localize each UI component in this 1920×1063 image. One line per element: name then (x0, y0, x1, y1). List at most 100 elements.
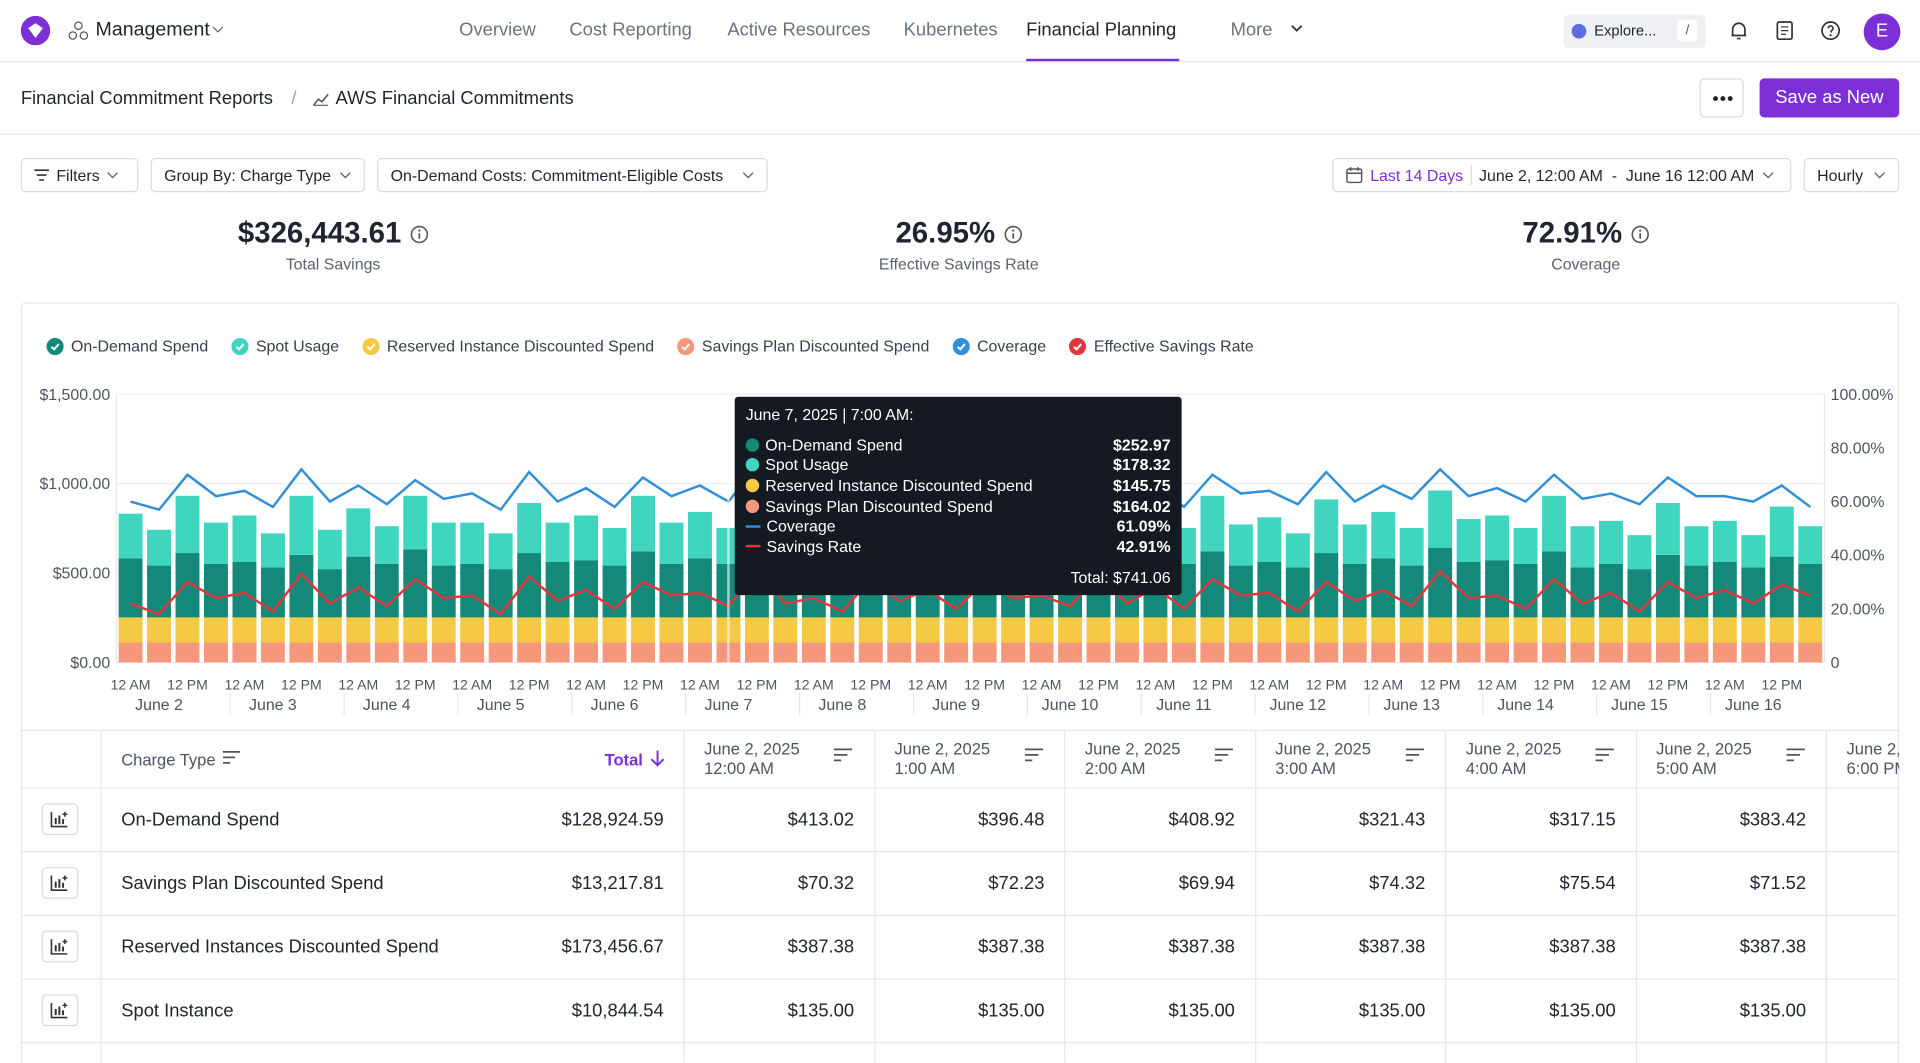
bar-segment (1200, 496, 1224, 551)
tooltip-name: Spot Usage (765, 456, 1113, 474)
x-tick-label: 12 AM (794, 676, 834, 692)
row-cell: $135.00 (874, 978, 1045, 1042)
sort-icon[interactable] (1024, 746, 1042, 768)
bar-segment (1514, 528, 1538, 564)
bar-segment (603, 528, 627, 566)
bar-segment (631, 496, 655, 551)
x-tick-label: 12 AM (1705, 676, 1745, 692)
tooltip-row: Coverage61.09% (746, 516, 1171, 536)
sort-icon[interactable] (1596, 746, 1614, 768)
bar-segment (403, 496, 427, 550)
row-chart-button[interactable] (42, 867, 79, 899)
header-date: June 2, 2025 (1085, 740, 1181, 760)
bar-segment (1257, 562, 1281, 617)
x-tick-label: 12 PM (1648, 676, 1689, 692)
bar-segment (318, 617, 342, 642)
row-cell: $387.38 (1635, 915, 1806, 979)
row-cell: $387.38 (1064, 915, 1235, 979)
bar-segment (1798, 526, 1822, 564)
sort-glyph (1405, 748, 1423, 761)
row-total: $173,456.67 (419, 915, 664, 979)
x-tick-label: 12 PM (1078, 676, 1119, 692)
bar-segment (1713, 521, 1737, 562)
tooltip-value: $164.02 (1113, 497, 1171, 515)
bar-segment (887, 642, 911, 662)
bar-segment (1741, 567, 1765, 617)
x-tick-label: 12 AM (566, 676, 606, 692)
row-cell: $383.42 (1635, 787, 1806, 851)
bar-segment (232, 562, 256, 617)
bar-segment (1514, 617, 1538, 642)
sort-icon[interactable] (1405, 746, 1423, 768)
row-name: On-Demand Spend (121, 787, 279, 851)
sort-glyph (1024, 748, 1042, 761)
row-cell: $135.00 (1064, 978, 1235, 1042)
row-chart-button[interactable] (42, 994, 79, 1026)
bar-segment (1371, 512, 1395, 558)
bar-segment (1257, 517, 1281, 562)
header-column[interactable]: June 2, 20256:00 PM (1847, 740, 1900, 779)
bar-segment (802, 642, 826, 662)
tooltip-row: Spot Usage$178.32 (746, 455, 1171, 475)
bar-segment (1115, 617, 1139, 642)
header-total[interactable]: Total (536, 731, 665, 787)
bar-segment (119, 558, 143, 617)
header-time: 5:00 AM (1656, 759, 1752, 779)
x-group-label: June 7 (705, 697, 753, 714)
row-total: $128,924.59 (419, 787, 664, 851)
x-group-label: June 2 (135, 697, 183, 714)
header-column[interactable]: June 2, 20251:00 AM (894, 740, 990, 779)
bar-segment (261, 533, 285, 567)
bar-segment (944, 642, 968, 662)
header-column[interactable]: June 2, 20254:00 AM (1466, 740, 1562, 779)
bar-segment (887, 617, 911, 642)
bar-segment (1400, 617, 1424, 642)
y-tick-label: $1,000.00 (39, 476, 110, 493)
header-column[interactable]: June 2, 202512:00 AM (704, 740, 800, 779)
bar-segment (1684, 566, 1708, 618)
bar-segment (1286, 533, 1310, 567)
x-group-label: June 16 (1725, 697, 1782, 714)
bar-segment (660, 617, 684, 642)
header-column[interactable]: June 2, 20252:00 AM (1085, 740, 1181, 779)
tooltip-swatch (746, 545, 761, 547)
row-total: $13,217.81 (419, 851, 664, 915)
header-date: June 2, 2025 (704, 740, 800, 760)
row-cell: $75.54 (1445, 851, 1616, 915)
bar-segment (232, 617, 256, 642)
bar-segment (318, 642, 342, 662)
bar-segment (261, 617, 285, 642)
tooltip-name: Savings Rate (767, 537, 1117, 555)
bar-segment (973, 617, 997, 642)
bar-segment (1599, 564, 1623, 618)
sort-icon[interactable] (834, 746, 852, 768)
bar-segment (603, 617, 627, 642)
bar-segment (1599, 642, 1623, 662)
bar-segment (460, 523, 484, 564)
x-tick-label: 12 AM (111, 676, 151, 692)
sort-icon[interactable] (1215, 746, 1233, 768)
tooltip-name: On-Demand Spend (765, 436, 1113, 454)
bar-segment (375, 617, 399, 642)
row-chart-button[interactable] (42, 803, 79, 835)
bar-segment (147, 617, 171, 642)
x-tick-label: 12 AM (1249, 676, 1289, 692)
x-tick-label: 12 AM (1477, 676, 1517, 692)
bar-segment (745, 617, 769, 642)
header-charge-type[interactable]: Charge Type (121, 731, 240, 787)
header-column[interactable]: June 2, 20253:00 AM (1275, 740, 1371, 779)
row-chart-button[interactable] (42, 931, 79, 963)
y-tick-label: $500.00 (53, 566, 111, 583)
tooltip-swatch (746, 438, 759, 451)
y2-tick-label: 60.00% (1831, 494, 1885, 511)
x-tick-label: 12 PM (1420, 676, 1461, 692)
x-tick-label: 12 PM (1761, 676, 1802, 692)
bar-segment (916, 642, 940, 662)
x-tick-label: 12 AM (224, 676, 264, 692)
x-tick-label: 12 PM (509, 676, 550, 692)
bar-segment (1058, 617, 1082, 642)
header-column[interactable]: June 2, 20255:00 AM (1656, 740, 1752, 779)
sort-icon[interactable] (1786, 746, 1804, 768)
bar-segment (1741, 535, 1765, 567)
